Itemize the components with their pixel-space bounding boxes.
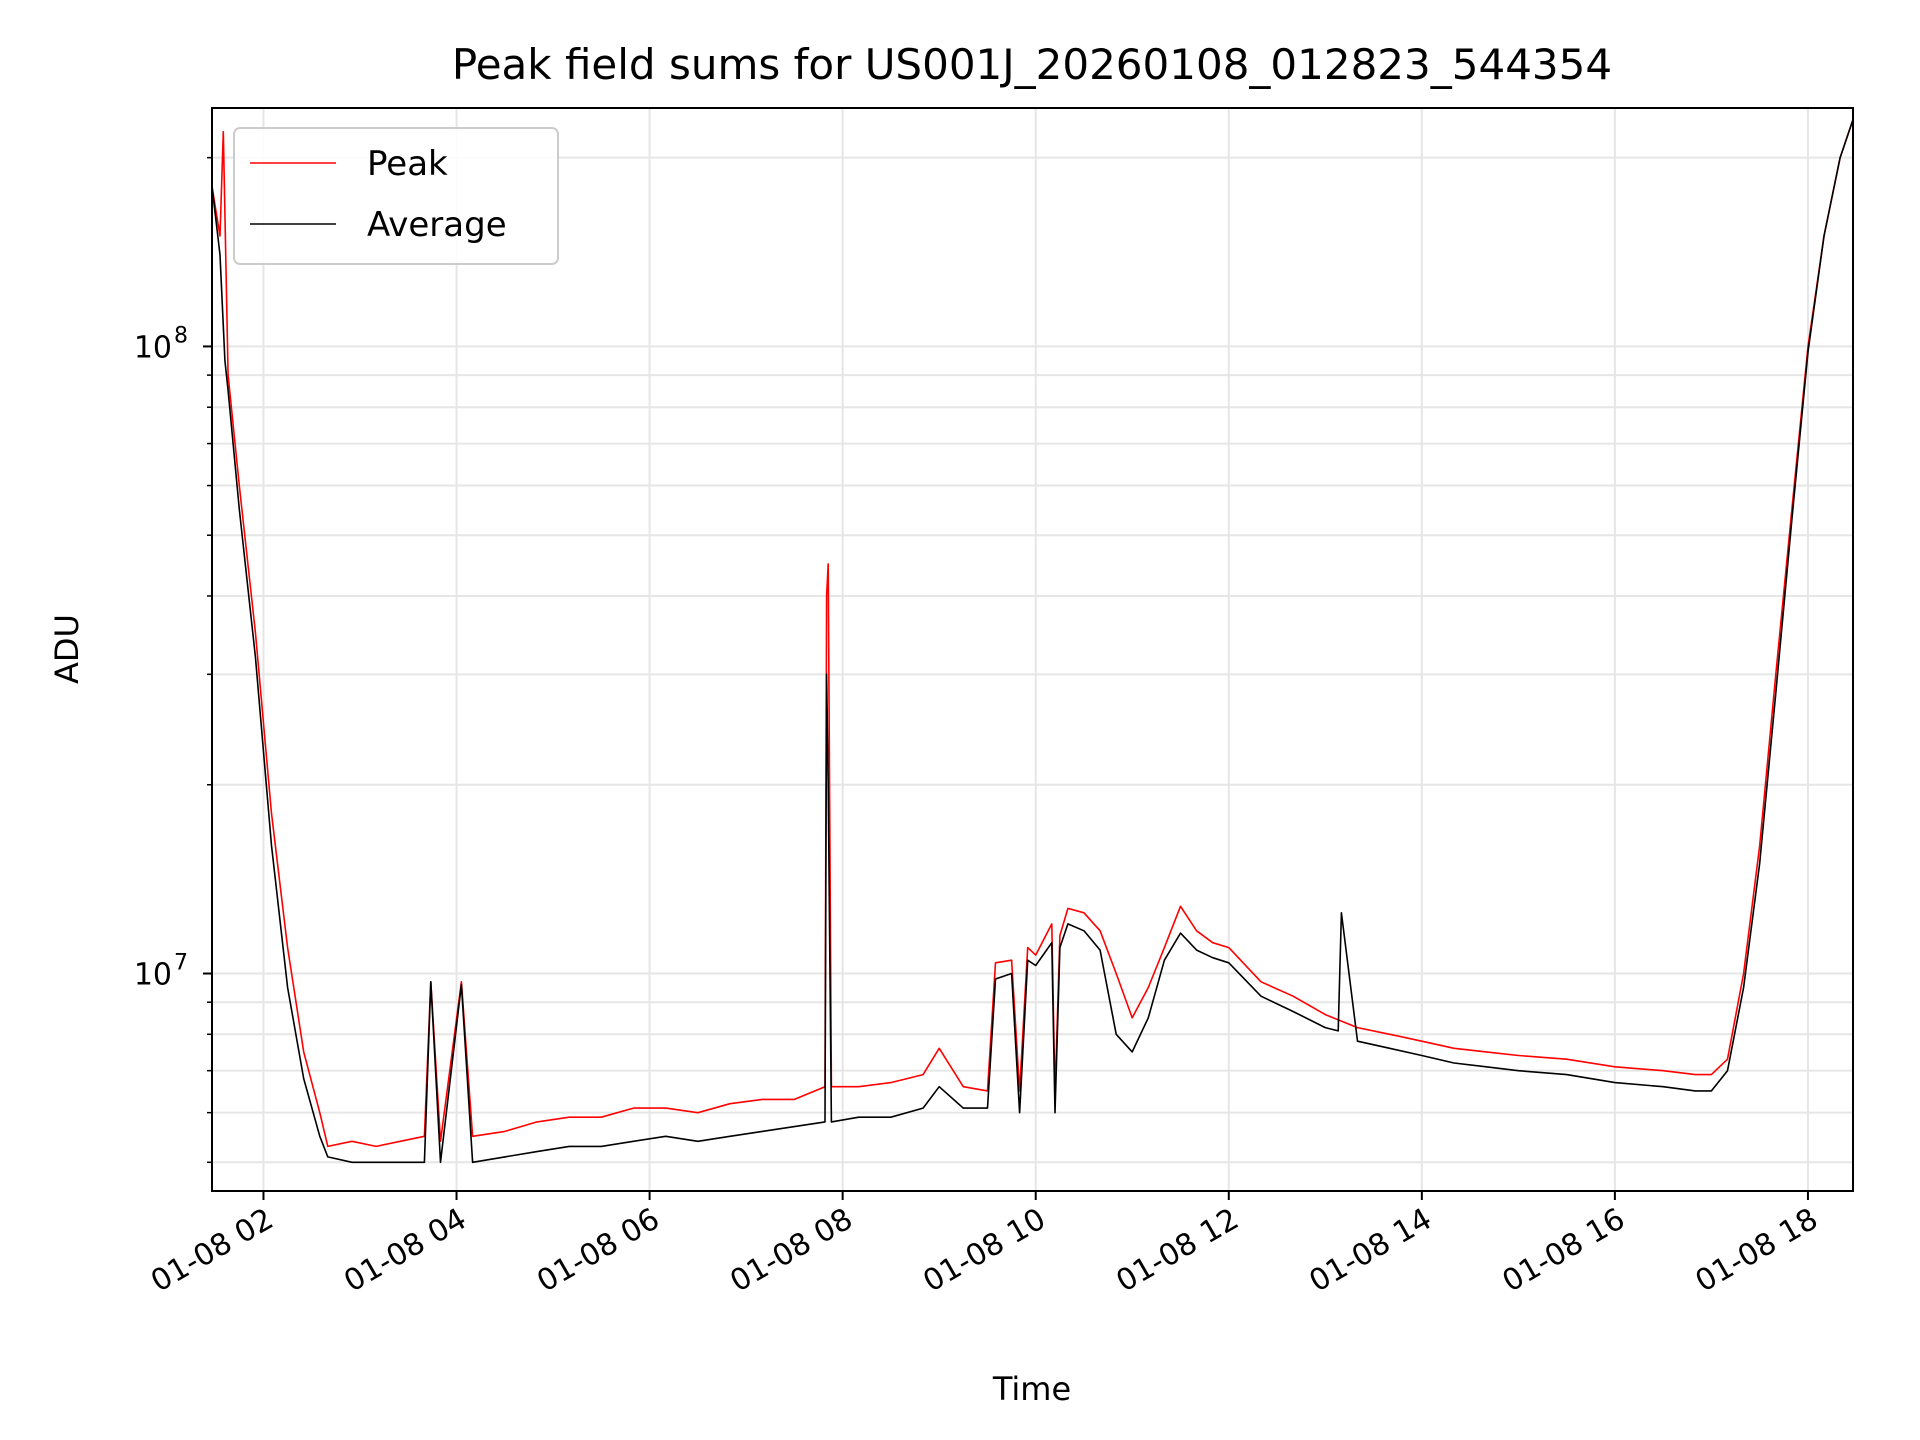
series-line-average [212, 119, 1853, 1164]
legend: Peak Average [233, 127, 559, 265]
plot-series [212, 119, 1853, 1164]
grid-lines [212, 108, 1853, 1191]
y-tick-label: 10 [134, 958, 172, 993]
chart-title: Peak field sums for US001J_20260108_0128… [452, 40, 1612, 89]
y-tick-label-exponent: 8 [174, 323, 188, 348]
legend-label-peak: Peak [367, 144, 448, 184]
y-tick-label-exponent: 7 [174, 951, 188, 976]
x-axis-label: Time [992, 1370, 1071, 1408]
series-line-peak [212, 119, 1853, 1148]
legend-label-average: Average [367, 205, 507, 245]
plot-frame [211, 107, 1854, 1192]
legend-box [233, 127, 559, 265]
y-tick-label: 10 [134, 330, 172, 365]
y-axis-label: ADU [48, 614, 86, 684]
